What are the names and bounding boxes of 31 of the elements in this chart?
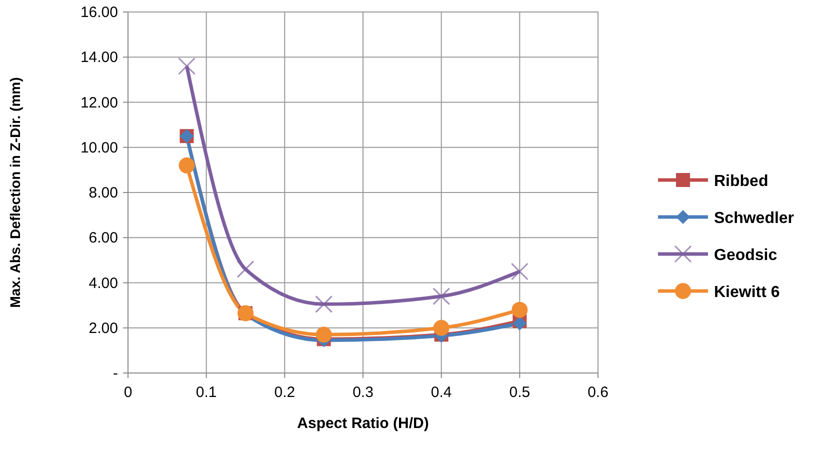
y-axis-title: Max. Abs. Deflection in Z-Dir. (mm) bbox=[7, 77, 23, 308]
point bbox=[316, 326, 332, 343]
point bbox=[432, 288, 450, 306]
point bbox=[178, 157, 195, 174]
legend-label: Geodsic bbox=[714, 247, 778, 264]
legend-label: Ribbed bbox=[714, 173, 768, 190]
x-tick-label: 0 bbox=[124, 384, 132, 401]
point bbox=[315, 295, 333, 313]
y-tick-label: 6.00 bbox=[88, 230, 118, 247]
x-axis-title: Aspect Ratio (H/D) bbox=[297, 415, 429, 432]
y-tick-label: - bbox=[113, 365, 118, 382]
y-tick-label: 12.00 bbox=[80, 94, 118, 112]
point bbox=[433, 320, 450, 336]
x-tick-label: 0.4 bbox=[430, 384, 452, 401]
x-tick-label: 0.6 bbox=[588, 384, 608, 401]
x-tick-label: 0.2 bbox=[274, 384, 296, 401]
x-tick-label: 0.1 bbox=[196, 384, 217, 401]
point bbox=[510, 262, 528, 280]
y-tick-label: 8.00 bbox=[88, 184, 118, 202]
y-tick-label: 10.00 bbox=[80, 139, 118, 156]
point bbox=[236, 260, 254, 278]
y-tick-label: 16.00 bbox=[80, 4, 118, 21]
point bbox=[178, 57, 196, 75]
x-tick-label: 0.3 bbox=[352, 384, 374, 401]
x-tick-label: 0.5 bbox=[509, 384, 530, 401]
y-tick-label: 14.00 bbox=[80, 49, 118, 66]
legend-label: Schwedler bbox=[714, 210, 794, 227]
legend-label: Kiewitt 6 bbox=[714, 284, 780, 301]
y-tick-label: 2.00 bbox=[88, 320, 118, 337]
point bbox=[512, 302, 528, 318]
y-tick-label: 4.00 bbox=[88, 274, 118, 292]
